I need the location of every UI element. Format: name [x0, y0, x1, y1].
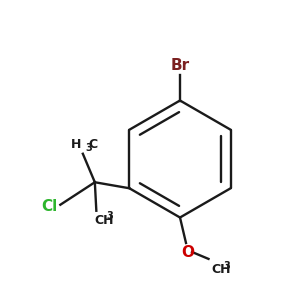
Text: 3: 3	[85, 143, 92, 153]
Text: CH: CH	[212, 263, 231, 276]
Text: 3: 3	[106, 211, 113, 221]
Text: H: H	[71, 138, 81, 151]
Text: O: O	[181, 245, 194, 260]
Text: C: C	[89, 138, 98, 151]
Text: CH: CH	[95, 214, 114, 227]
Text: Cl: Cl	[42, 199, 58, 214]
Text: 3: 3	[223, 261, 230, 271]
Text: Br: Br	[170, 58, 190, 74]
